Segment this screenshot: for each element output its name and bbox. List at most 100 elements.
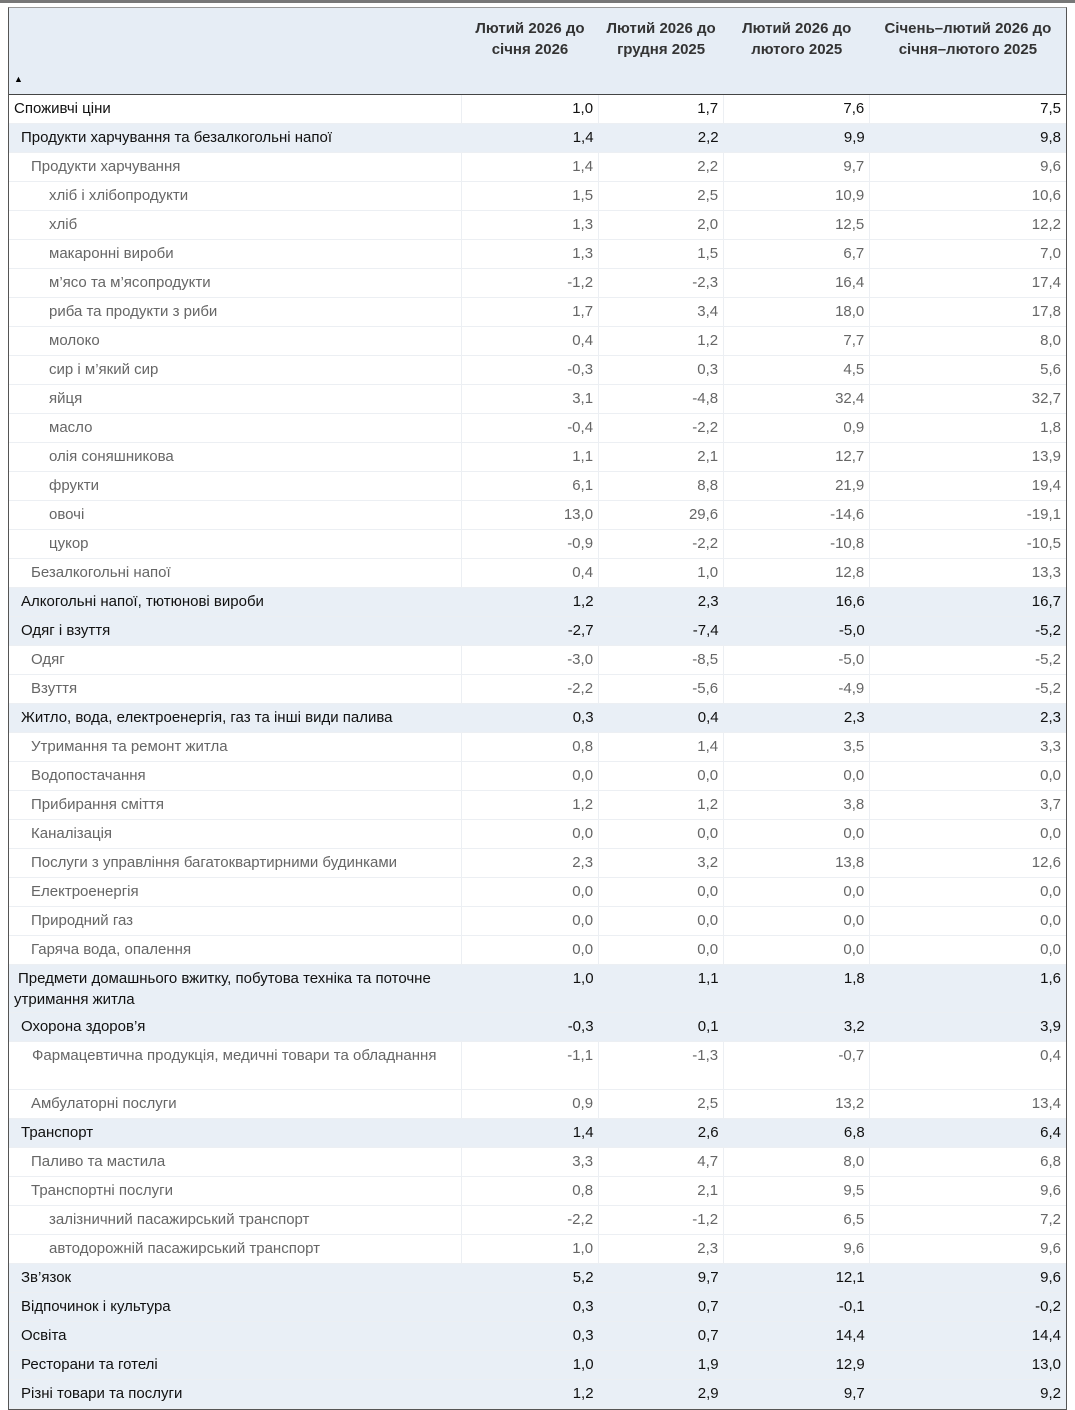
- value-cell: 9,2: [869, 1379, 1066, 1409]
- value-cell: 0,0: [869, 935, 1066, 965]
- sort-ascending-icon[interactable]: ▲: [14, 74, 23, 84]
- value-cell: -2,2: [461, 674, 600, 704]
- column-header[interactable]: Січень–лютий 2026 до січня–лютого 2025: [869, 8, 1066, 95]
- value-cell: 14,4: [869, 1321, 1066, 1351]
- value-cell: 19,4: [869, 471, 1066, 501]
- value-cell: 0,0: [869, 761, 1066, 791]
- column-header[interactable]: Лютий 2026 до січня 2026: [461, 8, 599, 95]
- value-cell: -0,3: [461, 355, 600, 385]
- value-cell: 0,3: [461, 703, 599, 733]
- value-cell: 12,1: [723, 1263, 870, 1293]
- value-cell: 0,1: [598, 1012, 724, 1042]
- row-label: м’ясо та м’ясопродукти: [9, 268, 462, 298]
- value-cell: 0,8: [461, 732, 600, 762]
- value-cell: -0,9: [461, 529, 600, 559]
- table-row: Гаряча вода, опалення 0,0 0,0 0,0 0,0: [9, 935, 1066, 965]
- value-cell: -1,1: [461, 1041, 600, 1090]
- value-cell: 2,5: [598, 181, 725, 211]
- table-row: Паливо та мастила 3,3 4,7 8,0 6,8: [9, 1147, 1066, 1177]
- table-row: Предмети домашнього вжитку, побутова тех…: [9, 964, 1066, 1013]
- table-row: Споживчі ціни 1,0 1,7 7,6 7,5: [9, 94, 1066, 124]
- value-cell: 32,7: [869, 384, 1066, 414]
- value-cell: 1,8: [723, 964, 870, 1013]
- value-cell: 9,7: [598, 1263, 724, 1293]
- table-row: сир і м’який сир -0,3 0,3 4,5 5,6: [9, 355, 1066, 385]
- table-row: Транспорт 1,4 2,6 6,8 6,4: [9, 1118, 1066, 1148]
- table-row: риба та продукти з риби 1,7 3,4 18,0 17,8: [9, 297, 1066, 327]
- table-row: Житло, вода, електроенергія, газ та інші…: [9, 703, 1066, 733]
- value-cell: 0,3: [461, 1321, 599, 1351]
- value-cell: 6,5: [723, 1205, 871, 1235]
- table-row: м’ясо та м’ясопродукти -1,2 -2,3 16,4 17,4: [9, 268, 1066, 298]
- row-label: Предмети домашнього вжитку, побутова тех…: [9, 964, 462, 1013]
- row-label: автодорожній пасажирський транспорт: [9, 1234, 462, 1264]
- value-cell: 1,1: [598, 964, 724, 1013]
- table-row: Відпочинок і культура 0,3 0,7 -0,1 -0,2: [9, 1292, 1066, 1322]
- value-cell: 1,0: [598, 558, 725, 588]
- row-label: Каналізація: [9, 819, 462, 849]
- value-cell: 0,0: [598, 935, 725, 965]
- row-label: Зв’язок: [9, 1263, 462, 1293]
- value-cell: 2,3: [461, 848, 600, 878]
- value-cell: 0,7: [598, 1292, 724, 1322]
- table-row: Фармацевтична продукція, медичні товари …: [9, 1041, 1066, 1090]
- row-label: Продукти харчування та безалкогольні нап…: [9, 123, 462, 153]
- value-cell: 1,7: [598, 94, 725, 124]
- value-cell: 12,5: [723, 210, 871, 240]
- value-cell: 0,0: [598, 761, 725, 791]
- value-cell: 21,9: [723, 471, 871, 501]
- value-cell: 4,7: [598, 1147, 725, 1177]
- table-row: Транспортні послуги 0,8 2,1 9,5 9,6: [9, 1176, 1066, 1206]
- value-cell: 1,4: [461, 123, 599, 153]
- value-cell: 9,6: [869, 152, 1066, 182]
- row-label: риба та продукти з риби: [9, 297, 462, 327]
- value-cell: 9,6: [869, 1263, 1066, 1293]
- value-cell: 12,9: [723, 1350, 870, 1380]
- row-label: масло: [9, 413, 462, 443]
- value-cell: -2,2: [598, 529, 725, 559]
- value-cell: 2,6: [598, 1118, 724, 1148]
- value-cell: 4,5: [723, 355, 871, 385]
- value-cell: 0,4: [461, 326, 600, 356]
- row-label: макаронні вироби: [9, 239, 462, 269]
- row-label: сир і м’який сир: [9, 355, 462, 385]
- value-cell: 9,6: [869, 1176, 1066, 1206]
- column-header[interactable]: Лютий 2026 до грудня 2025: [598, 8, 724, 95]
- row-label: Послуги з управління багатоквартирними б…: [9, 848, 462, 878]
- value-cell: 2,2: [598, 152, 725, 182]
- row-label: хліб і хлібопродукти: [9, 181, 462, 211]
- value-cell: 0,0: [461, 877, 600, 907]
- value-cell: 9,8: [869, 123, 1066, 153]
- value-cell: 16,7: [869, 587, 1066, 617]
- table-row: Амбулаторні послуги 0,9 2,5 13,2 13,4: [9, 1089, 1066, 1119]
- value-cell: 12,6: [869, 848, 1066, 878]
- table-row: Взуття -2,2 -5,6 -4,9 -5,2: [9, 674, 1066, 704]
- value-cell: -7,4: [598, 616, 724, 646]
- table-row: олія соняшникова 1,1 2,1 12,7 13,9: [9, 442, 1066, 472]
- value-cell: -0,7: [723, 1041, 871, 1090]
- value-cell: 0,4: [598, 703, 724, 733]
- value-cell: -5,2: [869, 674, 1066, 704]
- row-label: Гаряча вода, опалення: [9, 935, 462, 965]
- value-cell: 18,0: [723, 297, 871, 327]
- row-label: хліб: [9, 210, 462, 240]
- value-cell: 6,8: [869, 1147, 1066, 1177]
- value-cell: 0,7: [598, 1321, 724, 1351]
- value-cell: 0,0: [723, 761, 871, 791]
- row-label: Транспорт: [9, 1118, 462, 1148]
- value-cell: 3,4: [598, 297, 725, 327]
- table-row: Послуги з управління багатоквартирними б…: [9, 848, 1066, 878]
- cpi-table: ▲ Лютий 2026 до січня 2026 Лютий 2026 до…: [9, 8, 1066, 1409]
- value-cell: 1,4: [461, 152, 600, 182]
- column-header[interactable]: Лютий 2026 до лютого 2025: [723, 8, 870, 95]
- value-cell: 3,3: [461, 1147, 600, 1177]
- value-cell: 6,1: [461, 471, 600, 501]
- value-cell: 3,2: [723, 1012, 870, 1042]
- value-cell: 13,9: [869, 442, 1066, 472]
- row-label: Безалкогольні напої: [9, 558, 462, 588]
- value-cell: 2,3: [869, 703, 1066, 733]
- value-cell: 32,4: [723, 384, 871, 414]
- cpi-table-container: ▲ Лютий 2026 до січня 2026 Лютий 2026 до…: [8, 7, 1067, 1410]
- sort-header[interactable]: ▲: [9, 8, 462, 95]
- value-cell: 0,0: [869, 877, 1066, 907]
